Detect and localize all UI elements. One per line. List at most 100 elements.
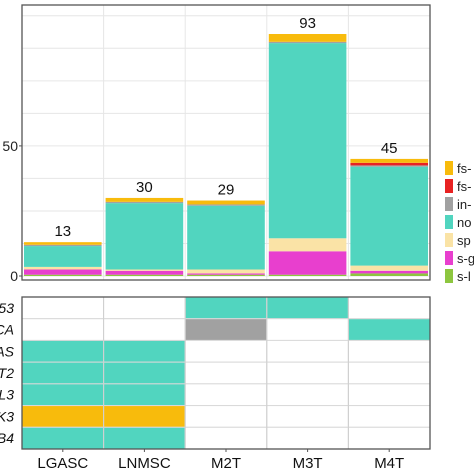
heatmap-row-label-L3: L3 <box>0 387 14 403</box>
bar-plot-frame <box>21 4 431 281</box>
bar-segment-s-l-M2T <box>187 274 265 276</box>
bar-segment-in--M2T <box>187 204 265 206</box>
heatmap-cell-K3-LGASC <box>21 405 105 428</box>
bar-segment-s-g-M2T <box>187 273 265 275</box>
heatmap-cell-53-M2T <box>184 296 268 320</box>
legend-swatch-s-g <box>445 251 453 265</box>
heatmap-cell-B4-LNMSC <box>103 426 186 450</box>
bar-segment-in--LGASC <box>24 244 102 247</box>
heatmap-cell-T2-LGASC <box>21 361 105 385</box>
heatmap-cell-T2-M4T <box>347 361 431 385</box>
heatmap-row-label-CA: CA <box>0 322 14 338</box>
legend: fs-fs-in-no sp s-g s-l <box>445 161 474 284</box>
legend-swatch-no <box>445 215 453 229</box>
legend-swatch-s-l <box>445 269 453 283</box>
heatmap-cell-L3-M2T <box>184 383 268 407</box>
legend-label-s-g: s-g <box>457 251 474 266</box>
heatmap-cell-B4-M3T <box>266 426 349 450</box>
bar-segment-fs--M4T <box>350 158 428 163</box>
bar-segment-fs--M3T <box>268 34 347 42</box>
heatmap-cell-53-LNMSC <box>103 296 186 320</box>
bar-total-label-LNMSC: 30 <box>136 179 153 196</box>
heatmap-cell-L3-M3T <box>266 383 349 407</box>
heatmap-cell-CA-LNMSC <box>103 318 186 341</box>
bar-segment-s-g-LGASC <box>24 269 102 275</box>
legend-label-fs-: fs- <box>457 179 471 194</box>
bar-segment-fs--LNMSC <box>105 197 184 202</box>
heatmap-cell-53-M3T <box>266 296 349 320</box>
heatmap-row-label-K3: K3 <box>0 408 14 424</box>
heatmap-row-label-T2: T2 <box>0 365 14 381</box>
heatmap-cell-K3-M2T <box>184 405 268 428</box>
heatmap-cell-CA-M2T <box>184 318 268 341</box>
bar-segment-s-g-M4T <box>350 270 428 274</box>
heatmap-cell-AS-M3T <box>266 339 349 363</box>
heatmap-cell-CA-M4T <box>347 318 431 341</box>
bar-segment-s-l-LGASC <box>24 274 102 276</box>
legend-swatch-fs- <box>445 179 453 193</box>
bar-segment-sp-LGASC <box>24 266 102 270</box>
category-label-LGASC: LGASC <box>37 455 88 472</box>
bar-segment-no-M4T <box>350 166 428 266</box>
bar-segment-s-g-LNMSC <box>105 270 184 275</box>
heatmap-cell-AS-LGASC <box>21 339 105 363</box>
heatmap-cell-K3-M4T <box>347 405 431 428</box>
bar-segment-s-l-M3T <box>268 274 347 276</box>
bar-segment-no-LNMSC <box>105 203 184 270</box>
mutation-heatmap <box>21 296 431 450</box>
legend-label-s-l: s-l <box>457 269 471 284</box>
heatmap-cell-L3-LGASC <box>21 383 105 407</box>
heatmap-cell-T2-M3T <box>266 361 349 385</box>
legend-label-fs-: fs- <box>457 161 471 176</box>
bar-total-label-LGASC: 13 <box>54 223 71 240</box>
heatmap-cell-K3-LNMSC <box>103 405 186 428</box>
heatmap-cell-53-M4T <box>347 296 431 320</box>
y-tick-label: 0 <box>10 268 18 284</box>
legend-label-in-: in- <box>457 197 471 212</box>
bar-total-label-M4T: 45 <box>381 140 398 157</box>
heatmap-cell-T2-M2T <box>184 361 268 385</box>
bar-total-labels: 13 30 29 93 45 <box>54 15 397 240</box>
heatmap-cell-AS-LNMSC <box>103 339 186 363</box>
bar-total-label-M3T: 93 <box>299 15 316 32</box>
bar-segment-no-LGASC <box>24 246 102 267</box>
legend-swatch-sp <box>445 233 453 247</box>
category-label-M3T: M3T <box>293 455 323 472</box>
heatmap-cell-L3-M4T <box>347 383 431 407</box>
legend-label-no: no <box>457 215 471 230</box>
bar-segment-fs--M4T <box>350 162 428 166</box>
y-tick-label: 50 <box>2 138 18 154</box>
x-axis-category-labels: LGASC LNMSC M2T M3T M4T <box>37 449 404 472</box>
heatmap-cell-L3-LNMSC <box>103 383 186 407</box>
heatmap-cell-T2-LNMSC <box>103 361 186 385</box>
heatmap-cell-AS-M4T <box>347 339 431 363</box>
grid-lines <box>22 5 430 280</box>
heatmap-cell-CA-LGASC <box>21 318 105 341</box>
heatmap-cell-CA-M3T <box>266 318 349 341</box>
bar-total-label-M2T: 29 <box>218 182 235 199</box>
heatmap-cell-B4-M4T <box>347 426 431 450</box>
bar-segment-no-M3T <box>268 43 347 239</box>
heatmap-cell-B4-M2T <box>184 426 268 450</box>
heatmap-row-label-AS: AS <box>0 343 15 359</box>
heatmap-cell-53-LGASC <box>21 296 105 320</box>
bar-segment-no-M2T <box>187 205 265 270</box>
legend-label-sp: sp <box>457 233 471 248</box>
bar-segment-s-g-M3T <box>268 251 347 275</box>
legend-swatch-in- <box>445 197 453 211</box>
bar-segment-fs--M2T <box>187 200 265 205</box>
y-axis-ticks: 0 50 <box>2 138 22 284</box>
category-label-LNMSC: LNMSC <box>118 455 171 472</box>
bar-segment-sp-M2T <box>187 269 265 274</box>
heatmap-row-label-B4: B4 <box>0 430 14 446</box>
category-label-M2T: M2T <box>211 455 241 472</box>
heatmap-cell-B4-LGASC <box>21 426 105 450</box>
category-label-M4T: M4T <box>374 455 404 472</box>
heatmap-row-label-53: 53 <box>0 300 14 316</box>
bar-segment-s-l-M4T <box>350 273 428 276</box>
heatmap-row-labels: 53 CA AS T2 L3 K3 B4 <box>0 300 15 446</box>
bar-segment-sp-LNMSC <box>105 269 184 271</box>
bar-segment-in--M3T <box>268 41 347 44</box>
bar-segment-fs--LGASC <box>24 242 102 245</box>
